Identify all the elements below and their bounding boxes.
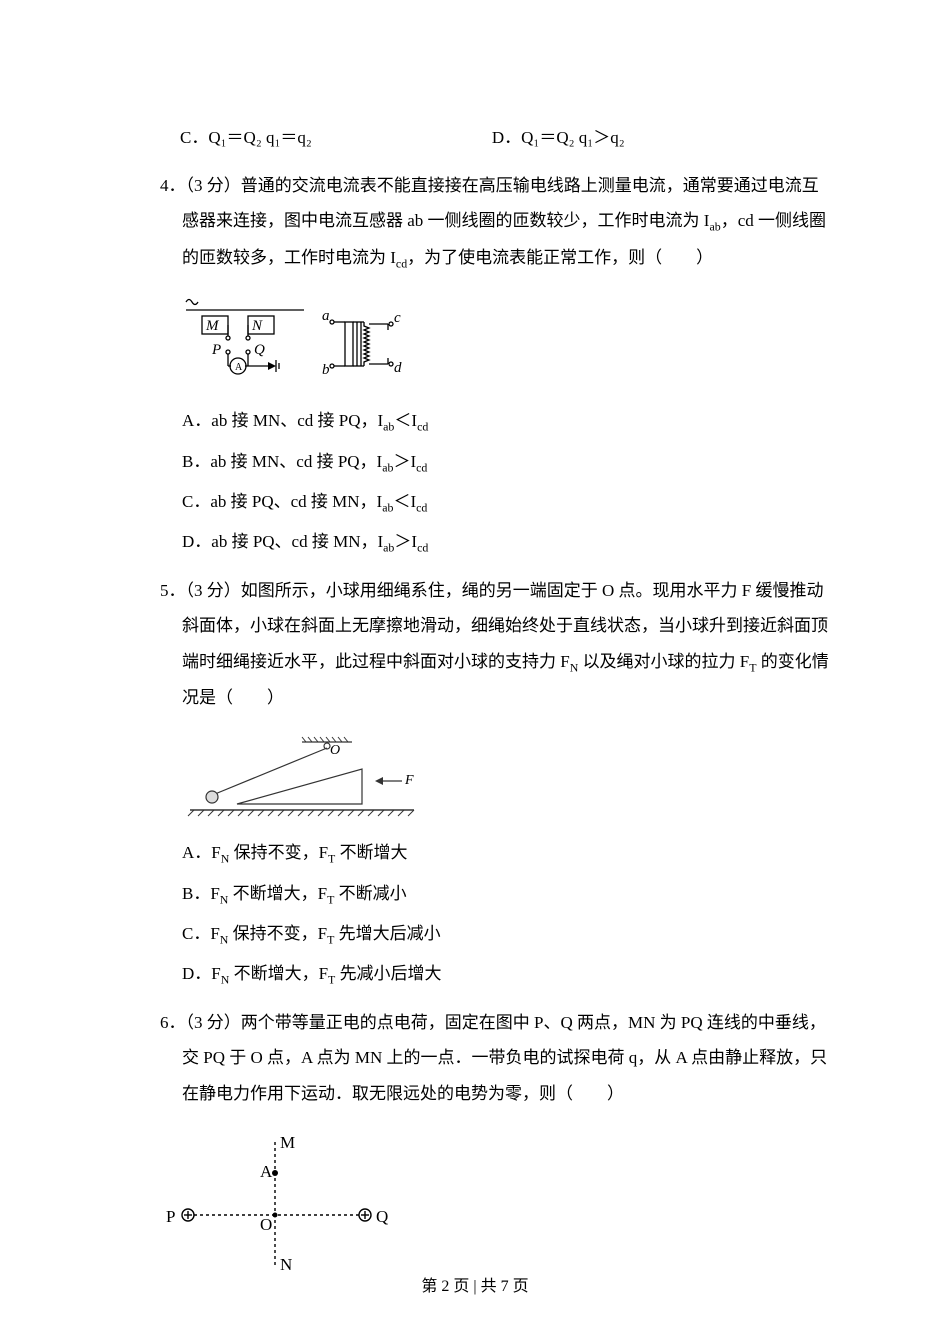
q4-line2: 感器来连接，图中电流互感器 ab 一侧线圈的匝数较少，工作时电流为 Iab，cd…: [160, 203, 860, 239]
q4-label-Q: Q: [254, 342, 265, 358]
q3-options-cd: C．Q₁＝Q₂ q₁＝q₂ D．Q₁＝Q₂ q₁＞q₂: [160, 120, 860, 156]
q4-option-c: C．ab 接 PQ、cd 接 MN，Iab＜Icd: [182, 484, 860, 520]
q4-option-d: D．ab 接 PQ、cd 接 MN，Iab＞Icd: [182, 524, 860, 560]
q4-label-N: N: [251, 318, 263, 334]
q4-label-A: A: [235, 362, 243, 373]
q5-option-a: A．FN 保持不变，FT 不断增大: [182, 835, 860, 871]
q4-label-a: a: [322, 308, 330, 324]
q6-line2: 交 PQ 于 O 点，A 点为 MN 上的一点．一带负电的试探电荷 q，从 A …: [160, 1040, 860, 1076]
q6-line3: 在静电力作用下运动．取无限远处的电势为零，则（ ）: [160, 1076, 860, 1112]
q3-option-c: C．Q₁＝Q₂ q₁＝q₂: [180, 120, 312, 156]
question-5: 5．（3 分）如图所示，小球用细绳系住，绳的另一端固定于 O 点。现用水平力 F…: [160, 573, 860, 993]
q4-line3: 的匝数较多，工作时电流为 Icd，为了使电流表能正常工作，则（ ）: [160, 240, 860, 276]
page-number: 第 2 页 | 共 7 页: [421, 1278, 528, 1295]
q4-points: （3 分）: [186, 176, 241, 195]
question-6: 6．（3 分）两个带等量正电的点电荷，固定在图中 P、Q 两点，MN 为 PQ …: [160, 1005, 860, 1280]
q6-label-A: A: [260, 1162, 273, 1181]
q6-diagram: M A O N P Q: [160, 1130, 860, 1280]
q4-sub-cd: cd: [396, 256, 407, 270]
q6-line1: 6．（3 分）两个带等量正电的点电荷，固定在图中 P、Q 两点，MN 为 PQ …: [160, 1005, 860, 1041]
q4-label-b: b: [322, 362, 330, 378]
q4-text2: 感器来连接，图中电流互感器 ab 一侧线圈的匝数较少，工作时电流为 I: [182, 211, 709, 230]
q5-line3: 端时细绳接近水平，此过程中斜面对小球的支持力 FN 以及绳对小球的拉力 FT 的…: [160, 644, 860, 680]
q5-option-d: D．FN 不断增大，FT 先减小后增大: [182, 956, 860, 992]
q6-label-Q: Q: [376, 1207, 388, 1226]
question-4: 4．（3 分）普通的交流电流表不能直接接在高压输电线路上测量电流，通常要通过电流…: [160, 168, 860, 561]
q6-label-O: O: [260, 1215, 272, 1234]
q5-number: 5．: [160, 581, 186, 600]
q6-label-M: M: [280, 1133, 295, 1152]
q5-label-O: O: [330, 743, 340, 758]
q4-label-M: M: [205, 318, 220, 334]
q4-options: A．ab 接 MN、cd 接 PQ，Iab＜Icd B．ab 接 MN、cd 接…: [160, 403, 860, 561]
q5-label-F: F: [404, 773, 414, 788]
q6-points: （3 分）: [186, 1013, 241, 1032]
q4-label-d: d: [394, 360, 402, 376]
q4-text3b: ，为了使电流表能正常工作，则（ ）: [407, 248, 713, 267]
q4-text3: 的匝数较多，工作时电流为 I: [182, 248, 396, 267]
q5-line2: 斜面体，小球在斜面上无摩擦地滑动，细绳始终处于直线状态，当小球升到接近斜面顶: [160, 608, 860, 644]
q4-text1: 普通的交流电流表不能直接接在高压输电线路上测量电流，通常要通过电流互: [241, 176, 819, 195]
page-content: C．Q₁＝Q₂ q₁＝q₂ D．Q₁＝Q₂ q₁＞q₂ 4．（3 分）普通的交流…: [0, 0, 950, 1280]
q4-sub-ab: ab: [709, 220, 720, 234]
q6-number: 6．: [160, 1013, 186, 1032]
q4-label-P: P: [211, 342, 221, 358]
q5-option-b: B．FN 不断增大，FT 不断减小: [182, 876, 860, 912]
q5-text1: 如图所示，小球用细绳系住，绳的另一端固定于 O 点。现用水平力 F 缓慢推动: [241, 581, 824, 600]
q4-diagram: M N P Q A a b c d: [182, 294, 860, 389]
q5-points: （3 分）: [186, 581, 241, 600]
q5-line4: 况是（ ）: [160, 680, 860, 716]
page-footer: 第 2 页 | 共 7 页: [0, 1270, 950, 1304]
q4-number: 4．: [160, 176, 186, 195]
q5-line1: 5．（3 分）如图所示，小球用细绳系住，绳的另一端固定于 O 点。现用水平力 F…: [160, 573, 860, 609]
q4-line1: 4．（3 分）普通的交流电流表不能直接接在高压输电线路上测量电流，通常要通过电流…: [160, 168, 860, 204]
q6-label-P: P: [166, 1207, 175, 1226]
q4-text2b: ，cd 一侧线圈: [721, 211, 826, 230]
q3-option-d: D．Q₁＝Q₂ q₁＞q₂: [492, 120, 625, 156]
q5-diagram: O F: [182, 734, 860, 821]
q6-text1: 两个带等量正电的点电荷，固定在图中 P、Q 两点，MN 为 PQ 连线的中垂线，: [241, 1013, 826, 1032]
q4-option-a: A．ab 接 MN、cd 接 PQ，Iab＜Icd: [182, 403, 860, 439]
q5-option-c: C．FN 保持不变，FT 先增大后减小: [182, 916, 860, 952]
q5-options: A．FN 保持不变，FT 不断增大 B．FN 不断增大，FT 不断减小 C．FN…: [160, 835, 860, 993]
q4-label-c: c: [394, 310, 401, 326]
q4-option-b: B．ab 接 MN、cd 接 PQ，Iab＞Icd: [182, 444, 860, 480]
